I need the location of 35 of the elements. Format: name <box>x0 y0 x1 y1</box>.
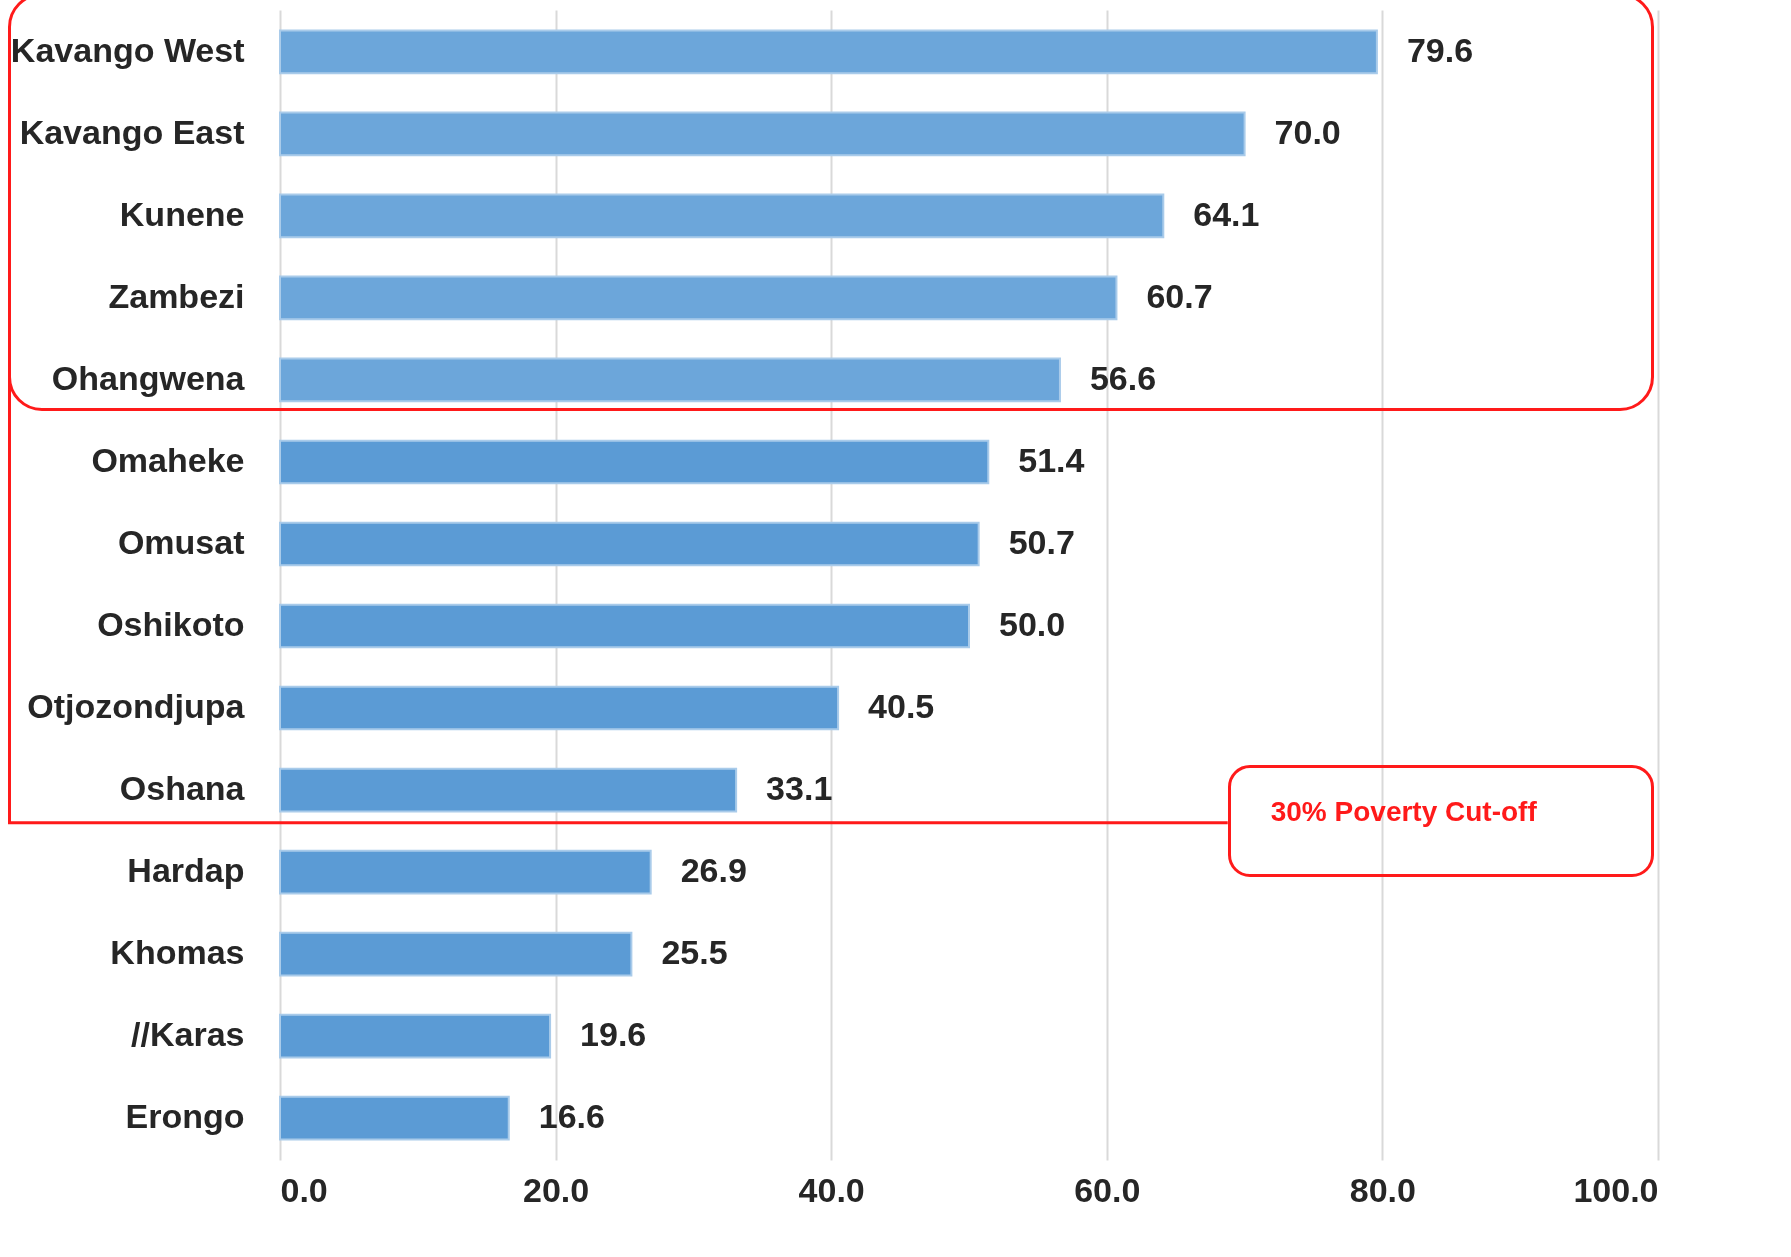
x-tick-label: 60.0 <box>1074 1170 1141 1209</box>
x-tick-label: 40.0 <box>798 1170 865 1209</box>
data-label: 40.5 <box>868 687 935 726</box>
y-tick-label: Hardap <box>127 851 245 890</box>
data-label: 60.7 <box>1146 276 1213 315</box>
y-tick-label: Oshana <box>119 769 246 808</box>
y-tick-label: Omaheke <box>91 440 245 479</box>
y-tick-label: Oshikoto <box>97 605 245 644</box>
data-label: 19.6 <box>580 1015 647 1054</box>
annotation: 30% Poverty Cut-off <box>1227 765 1654 878</box>
y-tick-label: Kavango West <box>10 30 245 69</box>
y-tick-label: Ohangwena <box>51 358 246 397</box>
y-tick-label: Khomas <box>110 933 245 972</box>
y-tick-label: Otjozondjupa <box>27 687 246 726</box>
data-label: 70.0 <box>1274 112 1341 151</box>
data-label: 51.4 <box>1018 440 1085 479</box>
data-label: 33.1 <box>766 769 833 808</box>
data-label: 64.1 <box>1193 194 1260 233</box>
y-tick-label: Omusat <box>117 522 245 561</box>
y-tick-label: Kavango East <box>19 112 245 151</box>
data-label: 79.6 <box>1406 30 1474 69</box>
data-label: 26.9 <box>680 851 747 890</box>
y-tick-label: Kunene <box>119 194 245 233</box>
x-tick-label: 100.0 <box>1573 1170 1659 1209</box>
data-label: 25.5 <box>661 933 728 972</box>
y-tick-label: Erongo <box>125 1097 245 1136</box>
x-tick-label: 0.0 <box>280 1170 328 1209</box>
x-tick-label: 80.0 <box>1349 1170 1416 1209</box>
data-label: 50.7 <box>1008 522 1075 561</box>
y-tick-label: Zambezi <box>108 276 245 315</box>
data-label: 16.6 <box>538 1097 605 1136</box>
data-label: 56.6 <box>1089 358 1157 397</box>
x-tick-label: 20.0 <box>523 1170 590 1209</box>
data-label: 50.0 <box>999 605 1066 644</box>
y-tick-label: //Karas <box>131 1015 245 1054</box>
